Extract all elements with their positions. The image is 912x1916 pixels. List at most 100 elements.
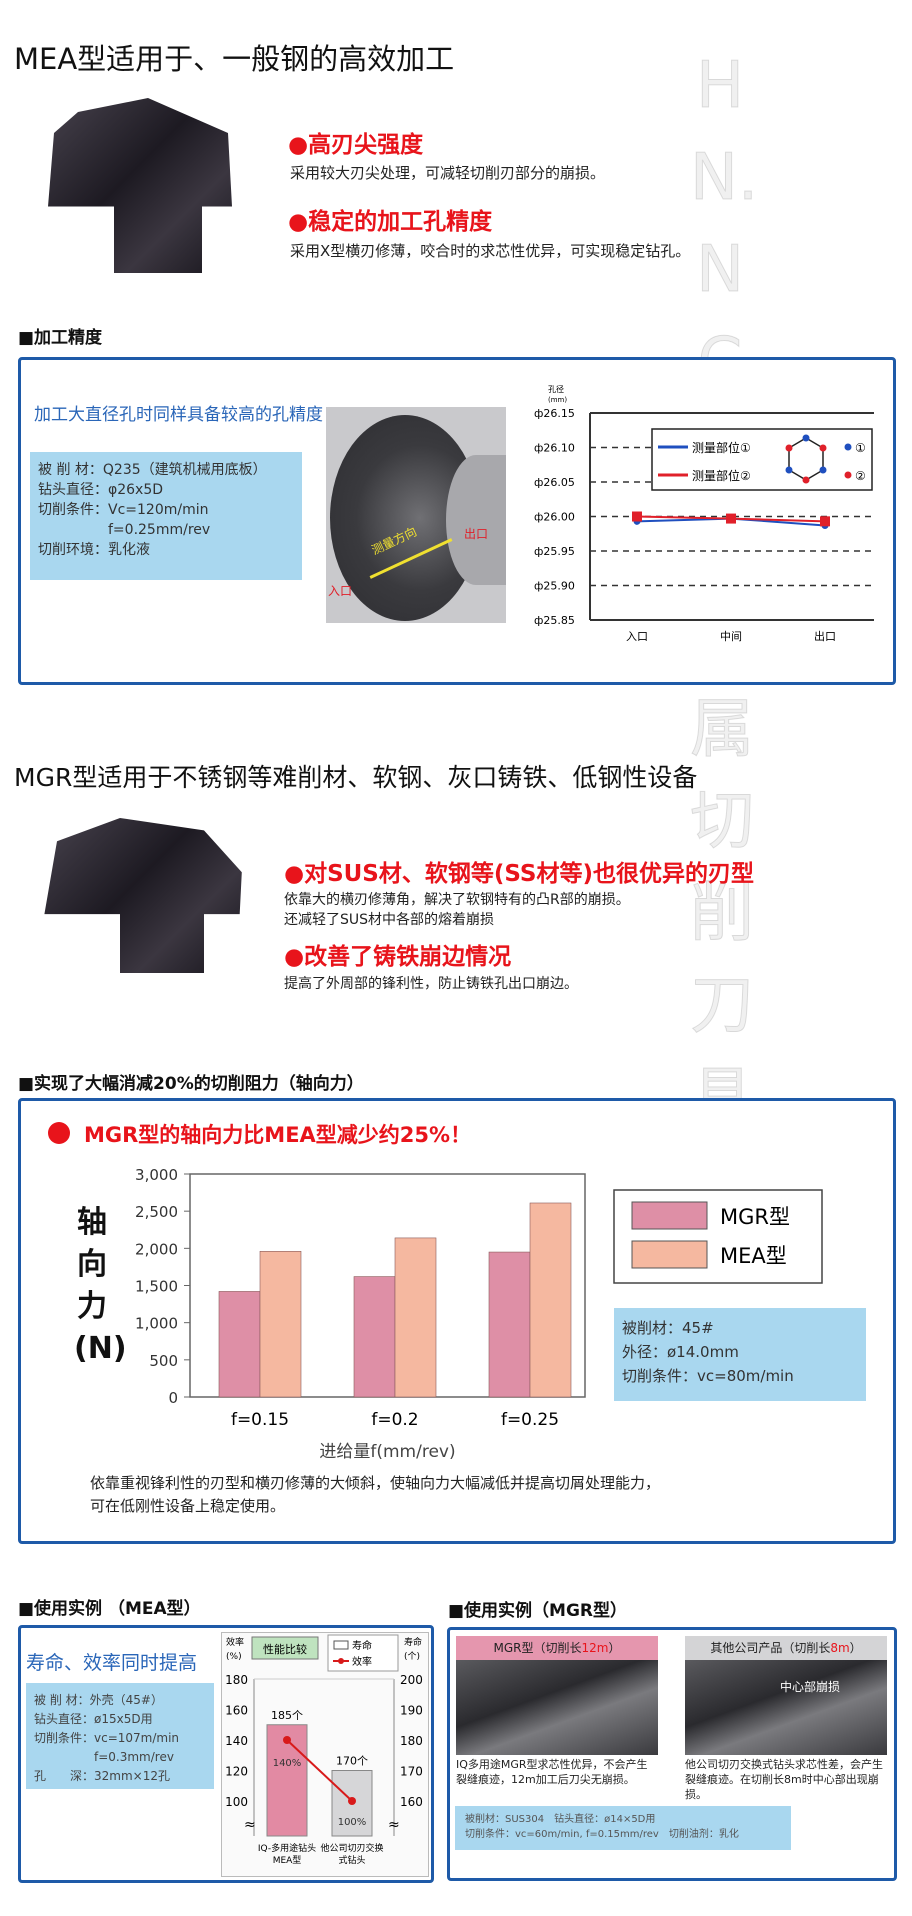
x-axis-label: 进给量f(mm/rev): [319, 1442, 455, 1462]
entry-label: 入口: [328, 584, 353, 598]
info-line: 切削条件：vc=60m/min, f=0.15mm/rev 切削油剂：乳化: [465, 1829, 739, 1840]
info-line: f=0.25mm/rev: [38, 522, 211, 538]
legend-dot: [844, 443, 852, 451]
mgr-feature-2-heading: ●改善了铸铁崩边情况: [284, 944, 512, 970]
legend-label: MGR型: [720, 1205, 790, 1229]
mgr-feature-1-desc: 依靠大的横刃修薄角，解决了软钢特有的凸R部的崩损。 还减轻了SUS材中各部的熔着…: [284, 890, 630, 930]
info-line: 被削材：SUS304 钻头直径：ø14×5D用: [465, 1814, 656, 1825]
legend-label: 寿命: [352, 1639, 372, 1652]
badge-box: [251, 1636, 319, 1660]
header-text: MGR型（切削长: [493, 1641, 582, 1655]
left-axis-unit: (%): [226, 1652, 242, 1662]
x-tick-label: f=0.2: [371, 1410, 418, 1430]
measure-point: [785, 444, 793, 452]
desc-line: 依靠大的横刃修薄角，解决了软钢特有的凸R部的崩损。: [284, 892, 630, 908]
x-tick-label: 出口: [814, 629, 836, 642]
info-line: f=0.3mm/rev: [34, 1750, 174, 1764]
life-label: 185个: [271, 1709, 303, 1722]
y-tick-label: ф25.85: [534, 614, 575, 627]
info-line: 切削环境：乳化液: [38, 542, 150, 558]
bar-MGR型: [218, 1291, 261, 1398]
hole-diameter-chart: 孔径 (mm) ф26.15 ф26.10 ф26.05 ф26.00 ф25.95 ф25.…: [534, 384, 874, 642]
info-line: 被 削 材：外壳（45#）: [34, 1693, 163, 1707]
legend-swatch: [333, 1640, 349, 1650]
info-line: 孔 深：32mm×12孔: [34, 1769, 170, 1783]
force-info: 被削材：45# 外径：ø14.0mm 切削条件：vc=80m/min: [614, 1308, 866, 1401]
x-tick-label: f=0.15: [231, 1410, 289, 1430]
caption-line: 可在低刚性设备上稳定使用。: [90, 1497, 286, 1515]
performance-badge: 性能比较: [263, 1642, 307, 1656]
efficiency-label: 100%: [338, 1817, 367, 1828]
legend-label: 效率: [352, 1655, 372, 1668]
info-line: 切削条件：vc=80m/min: [622, 1367, 794, 1385]
data-point: [820, 516, 830, 527]
x-tick-label: 他公司切刃交换: [320, 1842, 383, 1854]
case-mea-info: 被 削 材：外壳（45#） 钻头直径：ø15x5D用 切削条件：vc=107m/…: [26, 1683, 214, 1789]
performance-chart: 效率(%)寿命(个)性能比较 寿命效率1001201401601801601701…: [221, 1632, 429, 1877]
efficiency-line: [286, 1739, 353, 1802]
right-tick-label: 190: [400, 1704, 423, 1718]
precision-title: 加工大直径孔时同样具备较高的孔精度: [34, 405, 323, 425]
bar-MEA型: [529, 1202, 572, 1398]
mgr-feature-1-heading: ●对SUS材、软钢等(SS材等)也很优异的刃型: [284, 861, 754, 887]
mea-feature-2-desc: 采用X型横刃修薄，咬合时的求芯性优异，可实现稳定钻孔。: [290, 242, 691, 260]
force-section-title: ■实现了大幅消减20%的切削阻力（轴向力）: [18, 1074, 364, 1094]
info-line: 切削条件：vc=107m/min: [34, 1731, 180, 1745]
other-photo-header: 其他公司产品（切削长8m）: [685, 1636, 887, 1660]
axis-break-icon: ≈: [244, 1817, 256, 1833]
case-mea-title: 寿命、效率同时提高: [26, 1652, 198, 1674]
info-line: 切削条件：Vc=120m/min: [38, 502, 209, 518]
y-tick-label: ф25.90: [534, 580, 575, 593]
right-tick-label: 170: [400, 1765, 423, 1779]
measure-point: [802, 476, 810, 484]
data-point: [632, 511, 642, 522]
precision-info: 被 削 材：Q235（建筑机械用底板） 钻头直径：φ26x5D 切削条件：Vc=…: [30, 452, 302, 580]
mea-feature-2-heading: ●稳定的加工孔精度: [288, 209, 493, 235]
x-tick-label: 式钻头: [338, 1854, 365, 1866]
y-tick-label: ф25.95: [534, 545, 575, 558]
measure-point: [785, 466, 793, 474]
right-axis-unit: (个): [404, 1651, 420, 1662]
left-tick-label: 180: [225, 1673, 248, 1687]
info-line: 钻头直径：φ26x5D: [38, 482, 164, 498]
y-tick-label: 1,000: [135, 1315, 178, 1333]
info-line: 外径：ø14.0mm: [622, 1343, 739, 1361]
legend-swatch: [631, 1201, 708, 1230]
cut-length: 8m: [830, 1641, 850, 1655]
right-axis-label: 寿命: [404, 1636, 422, 1648]
mgr-drill-photo: [456, 1660, 658, 1755]
x-tick-label: 中间: [720, 630, 742, 642]
left-tick-label: 140: [225, 1734, 248, 1748]
hole-photo: 测量方向 入口 出口: [326, 407, 506, 623]
y-tick-label: ф26.05: [534, 476, 575, 489]
efficiency-point: [283, 1736, 291, 1744]
header-text: ）: [849, 1641, 862, 1655]
header-text: 其他公司产品（切削长: [710, 1641, 831, 1655]
mea-feature-1-desc: 采用较大刃尖处理，可减轻切削刃部分的崩损。: [290, 164, 606, 182]
header-text: ）: [608, 1641, 621, 1655]
legend-label: 测量部位①: [692, 440, 751, 455]
y-axis-label: 轴向力 (N): [74, 1205, 127, 1366]
x-tick-label: IQ-多用途钻头: [258, 1842, 316, 1854]
force-caption: 依靠重视锋利性的刃型和横刃修薄的大倾斜，使轴向力大幅减低并提高切屑处理能力， 可…: [90, 1472, 660, 1518]
legend-dot: [338, 1658, 344, 1664]
y-tick-label: 1,500: [135, 1278, 178, 1296]
legend-label: MEA型: [720, 1244, 787, 1268]
measure-point: [819, 466, 827, 474]
left-tick-label: 120: [225, 1765, 248, 1779]
legend-label: 测量部位②: [692, 468, 751, 483]
legend-marker-label: ①: [855, 441, 866, 455]
bullet-icon: [48, 1122, 70, 1144]
y-tick-label: ф26.15: [534, 407, 575, 420]
axial-force-chart: 0 500 1,000 1,500 2,000 2,500 3,000 f=0.15 f=0.2…: [135, 1166, 823, 1462]
y-axis-label: 孔径: [548, 384, 564, 394]
info-line: 钻头直径：ø15x5D用: [34, 1712, 153, 1726]
bar-MEA型: [394, 1237, 437, 1398]
legend-swatch: [631, 1240, 708, 1269]
y-axis-unit: (mm): [548, 396, 567, 404]
center-damage-callout: 中心部崩损: [780, 1680, 841, 1694]
x-tick-label: MEA型: [273, 1855, 302, 1866]
data-point: [726, 513, 736, 524]
mgr-drill-image: [44, 818, 242, 973]
cut-length: 12m: [581, 1641, 609, 1655]
